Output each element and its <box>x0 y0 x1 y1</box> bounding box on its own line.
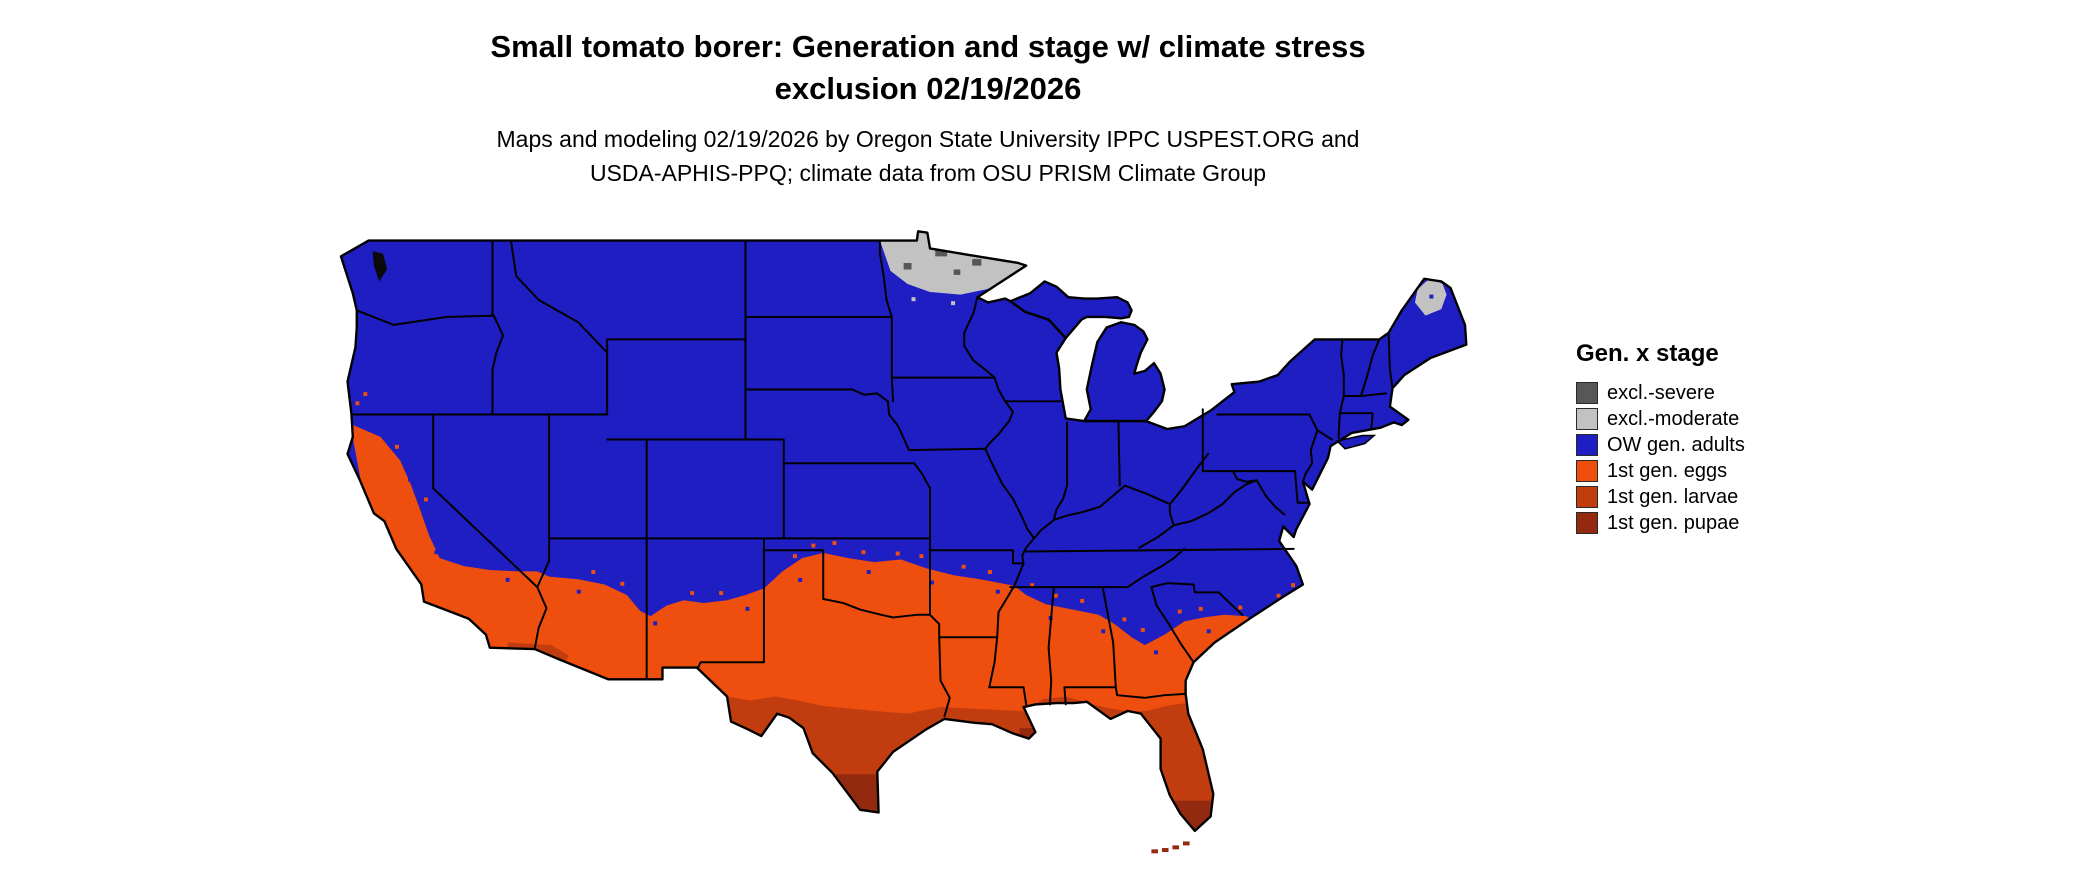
legend-label-1st-gen-pupae: 1st gen. pupae <box>1607 511 1740 534</box>
title-line-2: exclusion 02/19/2026 <box>774 71 1082 106</box>
region-excl-severe <box>903 248 982 275</box>
legend-swatch-1st-gen-larvae <box>1576 486 1598 508</box>
legend-label-ow-gen-adults: OW gen. adults <box>1607 433 1745 456</box>
legend-label-excl-severe: excl.-severe <box>1607 381 1715 404</box>
national-outline <box>339 230 1468 833</box>
legend-item-1st-gen-eggs: 1st gen. eggs <box>1576 458 1876 484</box>
legend-item-1st-gen-larvae: 1st gen. larvae <box>1576 484 1876 510</box>
legend-swatch-ow-gen-adults <box>1576 434 1598 456</box>
title-line-1: Small tomato borer: Generation and stage… <box>490 29 1366 64</box>
legend-item-1st-gen-pupae: 1st gen. pupae <box>1576 510 1876 536</box>
legend-item-ow-gen-adults: OW gen. adults <box>1576 432 1876 458</box>
puget-sound <box>372 251 388 282</box>
state-borders <box>350 239 1394 718</box>
subtitle-line-1: Maps and modeling 02/19/2026 by Oregon S… <box>496 126 1360 152</box>
us-map-container <box>308 226 1494 885</box>
legend-swatch-excl-severe <box>1576 382 1598 404</box>
legend-item-excl-severe: excl.-severe <box>1576 380 1876 406</box>
subtitle-line-2: USDA-APHIS-PPQ; climate data from OSU PR… <box>589 160 1267 186</box>
florida-keys <box>1151 841 1190 854</box>
page-title: Small tomato borer: Generation and stage… <box>0 26 1856 110</box>
legend-swatch-1st-gen-eggs <box>1576 460 1598 482</box>
page-subtitle: Maps and modeling 02/19/2026 by Oregon S… <box>0 122 1856 190</box>
legend-label-excl-moderate: excl.-moderate <box>1607 407 1740 430</box>
legend-label-1st-gen-larvae: 1st gen. larvae <box>1607 485 1739 508</box>
legend-swatch-1st-gen-pupae <box>1576 512 1598 534</box>
region-excl-moderate <box>879 231 1447 316</box>
map-fill-layers <box>340 231 1467 831</box>
legend: Gen. x stage excl.-severe excl.-moderate… <box>1576 340 1876 536</box>
legend-label-1st-gen-eggs: 1st gen. eggs <box>1607 459 1728 482</box>
legend-title: Gen. x stage <box>1576 340 1719 367</box>
us-map <box>339 230 1468 854</box>
legend-swatch-excl-moderate <box>1576 408 1598 430</box>
speckles-eggs <box>355 392 1296 632</box>
legend-item-excl-moderate: excl.-moderate <box>1576 406 1876 432</box>
region-ow-gen-adults <box>340 231 1467 831</box>
long-island <box>1335 434 1377 450</box>
